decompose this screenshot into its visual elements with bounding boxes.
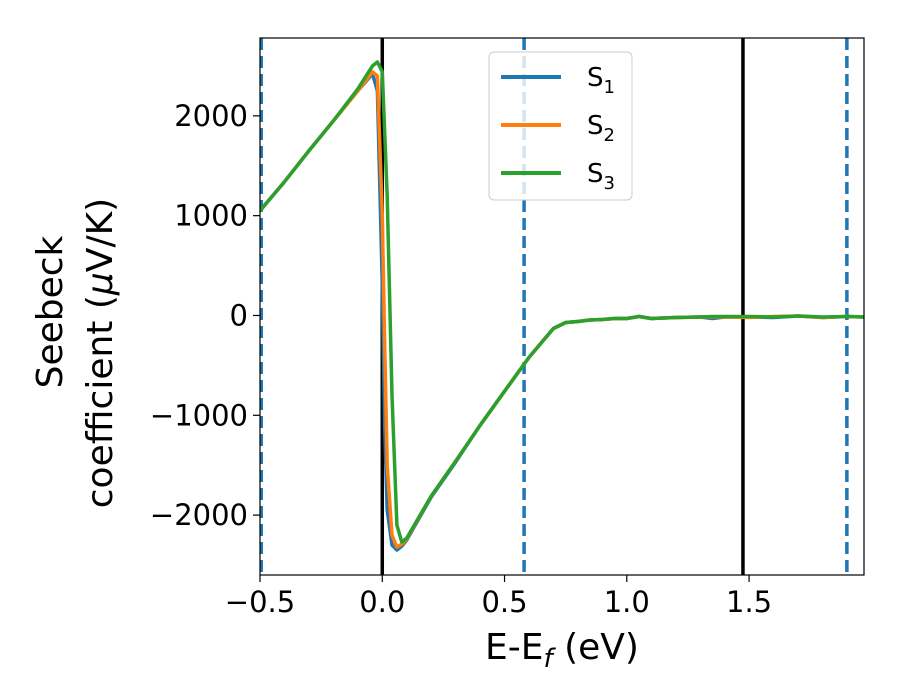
y-tick-label: 2000 [174,99,248,133]
y-tick-label: −1000 [150,398,248,432]
y-tick-label: −2000 [150,498,248,532]
y-axis-label-line2: coefficient (μV/K) [80,198,121,508]
x-tick-label: −0.5 [225,585,295,619]
legend-label-S3: S3 [587,159,615,194]
x-axis-label-unit: (eV) [553,627,639,668]
legend-label-S2: S2 [587,111,615,146]
plot-frame [259,37,865,576]
legend: S1 S2 S3 [488,51,633,201]
series-lines [260,60,864,552]
x-tick-label: 0.0 [359,585,405,619]
series-line-S3 [260,60,864,544]
x-tick-label: 1.5 [726,585,772,619]
y-tick-label: 1000 [174,199,248,233]
legend-label-S1: S1 [587,63,615,98]
plot-area [259,37,865,576]
y-axis-ticks: −2000 −1000 0 1000 2000 [150,99,260,532]
y-axis-label-mu: μ [80,272,121,296]
y-axis-label-line1: Seebeck [30,235,71,388]
x-axis-ticks: −0.5 0.0 0.5 1.0 1.5 [225,575,772,619]
y-axis-label-unit: V/K) [80,198,121,272]
x-tick-label: 0.5 [481,585,527,619]
y-axis-label-text: coefficient ( [80,295,121,508]
y-tick-label: 0 [230,298,248,332]
x-axis-label-main: E-E [485,627,543,668]
x-tick-label: 1.0 [604,585,650,619]
x-axis-label: E-Ef (eV) [485,627,639,674]
y-axis-label: Seebeck coefficient (μV/K) [30,198,121,508]
